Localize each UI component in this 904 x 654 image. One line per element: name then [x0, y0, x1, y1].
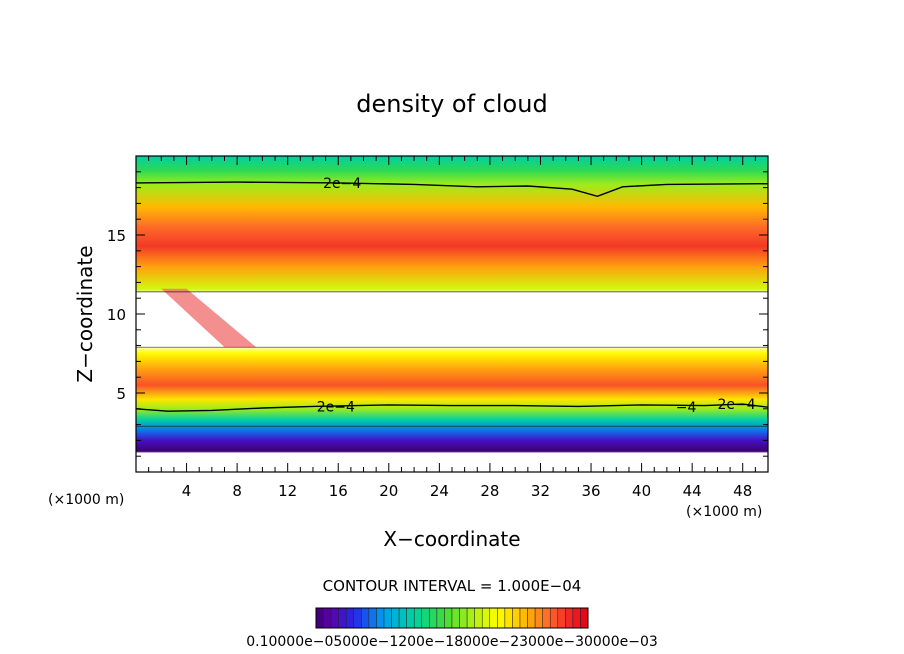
colorbar-swatch — [338, 607, 347, 629]
colorbar-swatch — [368, 607, 377, 629]
x-tick-label: 8 — [232, 482, 242, 500]
contour-lines — [136, 181, 768, 427]
colorbar-swatch — [565, 607, 574, 629]
colorbar-swatch — [504, 607, 513, 629]
contour-label-3: −4 — [676, 400, 697, 416]
colorbar-swatch — [572, 607, 581, 629]
colorbar-swatch — [466, 607, 475, 629]
colorbar-swatch — [413, 607, 423, 629]
plot-area — [136, 156, 768, 472]
colorbar-swatch — [444, 607, 453, 629]
colorbar-swatch — [383, 607, 392, 629]
contour-label-0: 2e−4 — [323, 176, 361, 192]
colorbar-swatch — [406, 607, 415, 629]
colorbar-swatch — [542, 607, 551, 629]
colorbar-swatch — [519, 607, 528, 629]
x-unit-label-left: (×1000 m) — [48, 492, 124, 508]
x-tick-label: 48 — [733, 482, 752, 500]
x-tick-label: 24 — [430, 482, 449, 500]
colorbar-frame — [315, 607, 589, 629]
x-tick-label: 12 — [278, 482, 297, 500]
colorbar-swatch — [315, 607, 324, 629]
contour-label-1: 2e−4 — [317, 399, 355, 415]
y-axis-label: Z−coordinate — [73, 245, 97, 382]
colorbar-swatch — [489, 607, 498, 629]
colorbar-swatch — [459, 607, 468, 629]
colorbar-swatch — [451, 607, 460, 629]
cloud-streak — [161, 288, 257, 348]
colorbar — [315, 607, 589, 629]
x-tick-label: 36 — [581, 482, 600, 500]
x-tick-label: 28 — [480, 482, 499, 500]
colorbar-swatch — [436, 607, 445, 629]
colorbar-swatch — [376, 607, 385, 629]
contour-label-2: 2e−4 — [717, 397, 755, 413]
colorbar-swatch — [353, 607, 362, 629]
colorbar-swatch — [497, 607, 506, 629]
x-unit-label-right: (×1000 m) — [686, 504, 762, 520]
colorbar-swatch — [391, 607, 400, 629]
colorbar-swatch — [429, 607, 438, 629]
y-tick-label: 15 — [107, 227, 126, 245]
colorbar-swatch — [330, 607, 339, 629]
x-tick-label: 44 — [683, 482, 702, 500]
x-tick-label: 20 — [379, 482, 398, 500]
contour-line-1 — [136, 403, 768, 412]
contour-line-0 — [136, 181, 768, 198]
contour-interval-text: CONTOUR INTERVAL = 1.000E−04 — [323, 577, 582, 595]
colorbar-swatch — [557, 607, 566, 629]
colorbar-swatch — [580, 607, 589, 629]
x-tick-label: 4 — [182, 482, 192, 500]
contour-labels: 2e−4 2e−4 2e−4 −4 — [317, 176, 756, 416]
y-axis: 5 10 15 — [107, 155, 768, 473]
colorbar-swatch — [512, 607, 521, 629]
colorbar-swatch — [474, 607, 483, 629]
chart-title: density of cloud — [356, 90, 547, 118]
y-tick-label: 5 — [116, 385, 126, 403]
y-tick-label: 10 — [107, 306, 126, 324]
colorbar-swatch — [481, 607, 491, 629]
colorbar-swatch — [361, 607, 370, 629]
x-axis-label: X−coordinate — [383, 527, 520, 551]
x-tick-label: 16 — [329, 482, 348, 500]
colorbar-swatch — [345, 607, 355, 629]
x-tick-label: 32 — [531, 482, 550, 500]
x-axis: 4 8 12 16 20 24 28 32 36 40 44 48 — [135, 156, 769, 500]
colorbar-swatch — [527, 607, 536, 629]
colorbar-swatch — [323, 607, 332, 629]
colorbar-swatch — [421, 607, 430, 629]
colorbar-swatch — [534, 607, 543, 629]
colorbar-tick-labels: 0.10000e−05000e−1200e−18000e−23000e−3000… — [246, 634, 658, 650]
colorbar-swatch — [398, 607, 407, 629]
x-tick-label: 40 — [632, 482, 651, 500]
colorbar-swatch — [549, 607, 559, 629]
